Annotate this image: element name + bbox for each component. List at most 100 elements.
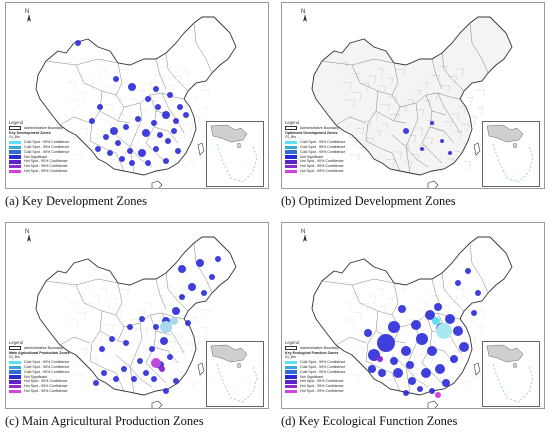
hotspot-cluster (137, 358, 143, 364)
province-boundary (351, 284, 393, 316)
panel-caption: (d) Key Ecological Function Zones (281, 414, 458, 428)
province-boundary (145, 314, 157, 364)
province-boundary (399, 92, 461, 108)
hotspot-cluster (427, 346, 437, 356)
hotspot-cluster (185, 320, 191, 326)
hainan-island (427, 180, 439, 188)
legend-class-row: Not Significant (285, 155, 355, 160)
hotspot-cluster (417, 386, 423, 392)
legend-class-label: Cold Spot - 90% Confidence (300, 369, 346, 374)
map-frame: N Legend Administrative Boundary Key Develo… (5, 2, 269, 189)
taiwan-island (473, 142, 481, 156)
province-boundary (145, 362, 167, 384)
hotspot-cluster (139, 316, 145, 322)
province-boundary (145, 94, 157, 144)
hotspot-cluster-high (435, 392, 441, 398)
hotspot-cluster (411, 320, 421, 330)
hainan-island (151, 180, 163, 188)
hotspot-cluster (135, 116, 141, 122)
inset-island (512, 362, 518, 369)
legend-title: Legend (285, 340, 299, 345)
legend-class-label: Hot Spot - 90% Confidence (300, 159, 344, 164)
hotspot-cluster (145, 160, 151, 166)
hotspot-cluster (153, 146, 159, 152)
legend-class-row: Cold Spot - 95% Confidence (9, 145, 79, 150)
legend-boundary-label: Administrative Boundary (24, 125, 63, 130)
legend-class-header: Gi_Bin (9, 135, 20, 140)
county-boundaries (65, 61, 215, 170)
legend-class-header: Gi_Bin (285, 355, 296, 360)
inset-island (236, 142, 242, 149)
legend-class-header: Gi_Bin (9, 355, 20, 360)
province-boundary (153, 126, 179, 144)
hotspot-cluster (155, 104, 161, 110)
hotspot-cluster-high (159, 366, 165, 372)
south-china-sea-inset (206, 341, 264, 407)
province-boundary (45, 278, 119, 286)
province-boundary (391, 354, 429, 388)
hotspot-cluster (75, 40, 81, 46)
legend-title: Legend (285, 120, 299, 125)
legend-swatch (285, 375, 297, 379)
legend-class-label: Cold Spot - 95% Confidence (300, 144, 346, 149)
coldspot-cluster (436, 323, 452, 339)
hotspot-cluster (201, 290, 207, 296)
province-boundary (469, 22, 489, 74)
legend-swatch (9, 169, 21, 174)
hotspot-cluster (149, 346, 155, 352)
hotspot-cluster (97, 104, 103, 110)
legend-class-row: Hot Spot - 95% Confidence (285, 164, 355, 169)
legend-swatch (9, 159, 21, 164)
legend-class-row: Cold Spot - 90% Confidence (9, 150, 79, 155)
legend-class-label: Not Significant (300, 374, 324, 379)
legend-class-row: Hot Spot - 99% Confidence (285, 169, 355, 174)
province-boundary (431, 58, 443, 90)
province-boundary (89, 360, 125, 392)
legend-class-label: Cold Spot - 99% Confidence (24, 360, 70, 365)
hotspot-cluster (109, 336, 115, 342)
province-boundary (129, 322, 143, 394)
hotspot-cluster (455, 280, 461, 286)
north-label: N (301, 9, 306, 15)
china-outline (35, 236, 237, 396)
hotspot-cluster (157, 132, 163, 138)
legend-zone-title: Key Development Zones (9, 130, 51, 135)
legend-class-row: Hot Spot - 95% Confidence (9, 384, 79, 389)
inset-island (512, 142, 518, 149)
legend-class-header: Gi_Bin (285, 135, 296, 140)
hotspot-cluster (101, 370, 107, 376)
province-boundary (155, 58, 167, 90)
legend-boundary-swatch (285, 126, 297, 130)
hotspot-cluster (142, 129, 150, 137)
legend-swatch (9, 150, 21, 154)
north-arrow-icon (303, 234, 307, 242)
coldspot-cluster (160, 321, 172, 333)
legend-swatch (285, 145, 297, 150)
hotspot-cluster (196, 259, 204, 267)
province-boundary (115, 354, 153, 388)
legend-boundary-label: Administrative Boundary (300, 125, 339, 130)
north-arrow: N (300, 9, 310, 23)
legend-class-label: Hot Spot - 95% Confidence (24, 164, 68, 169)
legend-swatch (9, 140, 21, 145)
hotspot-cluster (377, 334, 395, 352)
legend-swatch (9, 379, 21, 384)
hotspot-cluster (445, 314, 455, 324)
hotspot-cluster (425, 310, 435, 320)
legend-boundary-row: Administrative Boundary (285, 126, 355, 131)
hotspot-cluster (408, 377, 416, 385)
hotspot-cluster (183, 112, 189, 118)
hotspot-cluster (403, 128, 409, 134)
hotspot-cluster (442, 379, 450, 387)
province-boundary (351, 64, 393, 96)
legend-swatch (285, 155, 297, 159)
hotspot-cluster (465, 268, 471, 274)
hotspot-cluster (179, 294, 185, 300)
legend-swatch (9, 365, 21, 370)
legend-class-label: Not Significant (24, 154, 48, 159)
legend-class-label: Hot Spot - 90% Confidence (300, 379, 344, 384)
hotspot-cluster (475, 290, 481, 296)
legend-class-label: Hot Spot - 90% Confidence (24, 379, 68, 384)
hotspot-cluster (401, 346, 411, 356)
legend-boundary-label: Administrative Boundary (24, 345, 63, 350)
